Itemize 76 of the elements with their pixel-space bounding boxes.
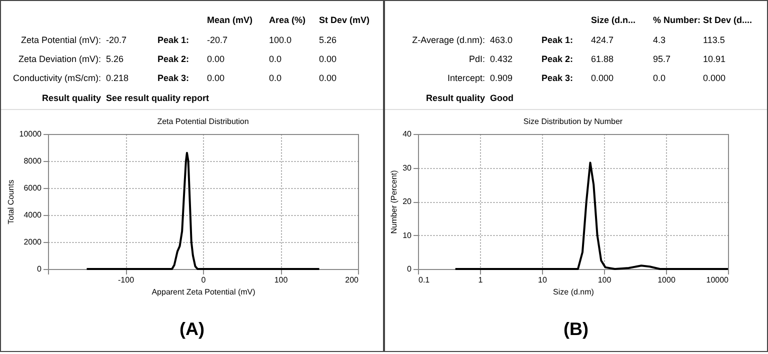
line-series [86, 152, 320, 270]
x-axis-title: Size (d.nm) [553, 288, 594, 296]
x-tick-label: -100 [118, 276, 135, 284]
text: See result quality report [106, 93, 210, 103]
text: 0.000 [703, 73, 726, 83]
text: 100.0 [269, 35, 292, 45]
y-axis-title: Total Counts [6, 180, 16, 224]
y-tick-label: 10000 [19, 130, 42, 138]
text: Zeta Deviation (mV): [18, 54, 101, 64]
y-tick-label: 4000 [24, 210, 42, 220]
x-axis-title: Apparent Zeta Potential (mV) [152, 288, 256, 296]
x-tick-label: 0.1 [418, 276, 430, 284]
x-tick-label: 10000 [706, 276, 730, 284]
y-tick-label: 6000 [24, 184, 42, 192]
text: -20.7 [207, 35, 228, 45]
text: 4.3 [653, 35, 666, 45]
x-tick-label: 10 [538, 276, 548, 284]
text: 0.0 [653, 73, 666, 83]
text: 95.7 [653, 54, 671, 64]
text: 61.88 [591, 54, 614, 64]
text: 113.5 [703, 35, 725, 45]
text: Peak 3: [541, 73, 573, 83]
text: 0.432 [490, 54, 513, 64]
x-tick-label: 1 [478, 276, 484, 284]
text: 5.26 [106, 54, 124, 64]
chart-title: Size Distribution by Number [523, 117, 623, 126]
x-tick-label: 100 [598, 276, 612, 284]
text: Result quality [426, 93, 485, 103]
text: Peak 2: [541, 54, 573, 64]
y-tick-label: 40 [402, 130, 412, 138]
text: Good [490, 93, 514, 103]
text: -20.7 [106, 35, 127, 45]
text: 0.909 [490, 73, 513, 83]
text: Peak 3: [157, 73, 189, 83]
y-tick-label: 30 [402, 163, 412, 172]
x-tick-label: 0 [201, 276, 206, 284]
text: Z-Average (d.nm): [412, 35, 485, 45]
text: PdI: [468, 54, 485, 64]
x-tick-label: 100 [274, 276, 288, 284]
text: 10.91 [703, 54, 726, 64]
y-tick-label: 10 [402, 230, 412, 240]
text: 0.000 [591, 73, 614, 83]
text: 0.00 [319, 73, 337, 83]
y-tick-label: 0 [407, 264, 412, 274]
text: Peak 1: [541, 35, 573, 45]
text: St Dev (d.... [703, 15, 752, 25]
text: Zeta Potential (mV): [20, 35, 101, 45]
text: Mean (mV) [207, 15, 253, 25]
text: 463.0 [490, 35, 513, 45]
text: 5.26 [319, 35, 337, 45]
text: Result quality [42, 93, 101, 103]
text: (B) [562, 319, 590, 340]
chart-title: Zeta Potential Distribution [157, 117, 249, 126]
text: 0.0 [269, 54, 282, 64]
text: % Number: [653, 15, 701, 25]
text: 0.0 [269, 73, 282, 83]
text: Intercept: [447, 73, 485, 83]
y-tick-label: 20 [402, 197, 412, 206]
text: St Dev (mV) [319, 15, 370, 25]
y-tick-label: 8000 [24, 156, 42, 166]
text: 0.00 [207, 54, 225, 64]
text: 0.218 [106, 73, 129, 83]
y-tick-label: 0 [37, 264, 42, 274]
text: Peak 2: [157, 54, 189, 64]
y-axis-title: Number (Percent) [390, 170, 399, 234]
text: Area (%) [269, 15, 306, 25]
x-tick-label: 200 [345, 276, 360, 284]
text: Conductivity (mS/cm): [12, 73, 101, 83]
text: (A) [178, 319, 206, 340]
x-tick-label: 1000 [658, 276, 676, 284]
text: 0.00 [207, 73, 225, 83]
text: Size (d.n... [591, 15, 636, 25]
text: Peak 1: [157, 35, 189, 45]
text: 0.00 [319, 54, 337, 64]
y-tick-label: 2000 [24, 238, 42, 246]
text: 424.7 [591, 35, 614, 45]
